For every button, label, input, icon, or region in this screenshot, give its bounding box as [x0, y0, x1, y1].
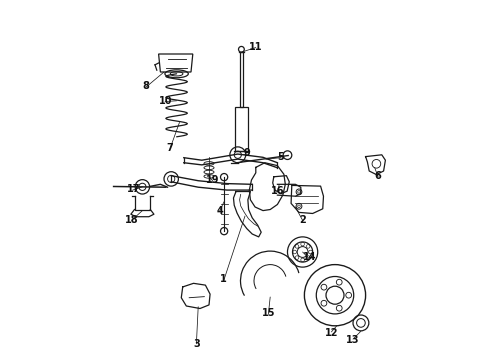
Text: 8: 8: [143, 81, 149, 91]
Text: 5: 5: [278, 152, 284, 162]
Text: 11: 11: [249, 42, 263, 52]
Text: 18: 18: [125, 215, 138, 225]
Text: 19: 19: [206, 175, 220, 185]
Text: 1: 1: [220, 274, 227, 284]
Text: 7: 7: [166, 143, 173, 153]
Text: 12: 12: [325, 328, 338, 338]
Text: 2: 2: [299, 215, 306, 225]
Text: 4: 4: [217, 206, 223, 216]
Text: 14: 14: [303, 252, 317, 262]
Text: 3: 3: [193, 339, 200, 349]
Text: 16: 16: [270, 186, 284, 196]
Text: 6: 6: [375, 171, 382, 181]
Text: 13: 13: [346, 335, 360, 345]
Text: 15: 15: [262, 308, 275, 318]
Text: 9: 9: [244, 148, 250, 158]
Text: 17: 17: [126, 184, 140, 194]
Text: 10: 10: [159, 96, 172, 106]
